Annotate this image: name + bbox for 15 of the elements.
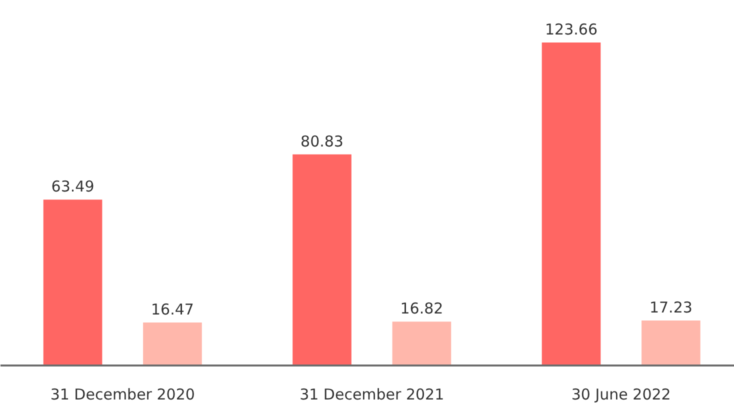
data-label: 80.83 bbox=[300, 132, 344, 150]
bar bbox=[43, 200, 102, 366]
data-label: 123.66 bbox=[545, 20, 598, 38]
data-label: 17.23 bbox=[649, 298, 692, 316]
bar bbox=[143, 322, 202, 366]
x-tick-label: 31 December 2021 bbox=[300, 386, 444, 404]
data-label: 63.49 bbox=[51, 178, 94, 196]
x-tick-label: 31 December 2020 bbox=[50, 386, 195, 404]
bar bbox=[642, 320, 700, 366]
bar bbox=[392, 322, 452, 366]
bar bbox=[542, 42, 601, 366]
bar bbox=[292, 154, 352, 366]
data-label: 16.47 bbox=[151, 300, 194, 318]
x-tick-label: 30 June 2022 bbox=[571, 386, 671, 404]
data-label: 16.82 bbox=[400, 300, 444, 318]
